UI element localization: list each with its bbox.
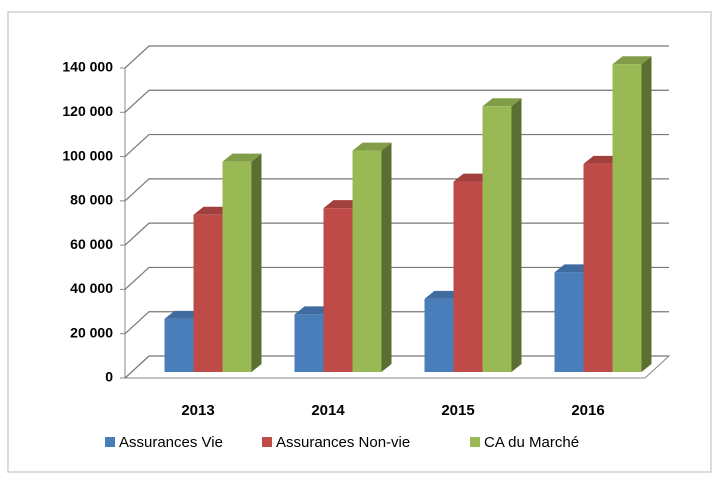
bar-front — [612, 64, 642, 372]
bar-top — [612, 56, 652, 65]
bar-front — [193, 214, 223, 372]
x-tick-label: 2014 — [311, 402, 345, 419]
bar-front — [222, 161, 252, 372]
bar-front — [323, 208, 353, 372]
y-tick-label: 80 000 — [70, 192, 113, 208]
bar — [352, 142, 392, 372]
y-tick-label: 20 000 — [70, 324, 113, 340]
x-tick-label: 2016 — [571, 402, 604, 419]
legend-label: Assurances Non-vie — [276, 434, 410, 451]
bar-side — [641, 56, 652, 372]
bar-front — [424, 298, 454, 372]
bar-front — [294, 314, 324, 372]
y-tick-label: 40 000 — [70, 280, 113, 296]
x-tick-label: 2013 — [181, 402, 214, 419]
y-tick-label: 140 000 — [62, 59, 113, 75]
bar-top — [222, 153, 262, 162]
bar — [482, 98, 522, 373]
bar-side — [251, 153, 262, 372]
bar-front — [583, 163, 613, 372]
bar-top — [352, 142, 392, 151]
bar — [583, 155, 623, 372]
legend-swatch — [262, 437, 272, 447]
grid-line — [124, 45, 669, 69]
bar-front — [554, 272, 584, 372]
bar-side — [511, 98, 522, 373]
bar — [222, 153, 262, 372]
bar-front — [164, 318, 194, 372]
x-tick-label: 2015 — [441, 402, 474, 419]
bar — [612, 56, 652, 372]
grid-line — [124, 89, 669, 113]
y-tick-label: 0 — [105, 369, 113, 385]
y-tick-label: 100 000 — [62, 147, 113, 163]
legend-label: CA du Marché — [484, 434, 579, 451]
y-tick-label: 60 000 — [70, 236, 113, 252]
bar-side — [381, 142, 392, 372]
back-wall — [149, 46, 669, 356]
legend-swatch — [470, 437, 480, 447]
bar-top — [482, 98, 522, 107]
legend-swatch — [105, 437, 115, 447]
legend-label: Assurances Vie — [119, 434, 223, 451]
bar-front — [352, 150, 382, 372]
y-tick-label: 120 000 — [62, 103, 113, 119]
bar-front — [453, 181, 483, 372]
bar-front — [482, 106, 512, 373]
